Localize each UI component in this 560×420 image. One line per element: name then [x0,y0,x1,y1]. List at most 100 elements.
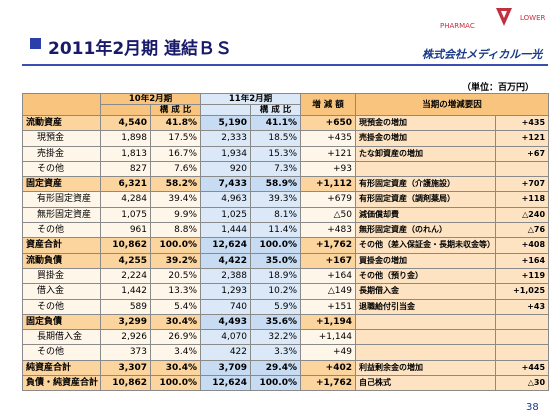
cell: 30.4% [150,359,201,377]
table-row: 固定資産 6,321 58.2% 7,433 58.9% +1,112 有形固定資産（介護施… [22,176,550,193]
cell: 5.9% [250,298,301,315]
cell: +1,144 [300,329,356,346]
cell: 8.1% [250,206,301,224]
cell: 1,813 [100,145,151,162]
cell: 1,442 [100,283,151,300]
cell: 3,709 [200,359,251,377]
cell: 16.7% [150,145,201,162]
cell: 有形固定資産（介護施設） [355,176,496,193]
cell: 1,898 [100,130,151,147]
col-header: 増 減 額 [300,93,356,116]
slide-title: 2011年2月期 連結ＢＳ [48,39,233,59]
cell: 422 [200,344,251,361]
cell: その他（預り金） [355,267,496,285]
cell: +164 [300,267,356,285]
page-number: 38 [526,402,539,413]
cell: 373 [100,344,151,361]
cell: その他（差入保証金・長期未収金等） [355,237,496,254]
cell: 15.3% [250,145,301,162]
cell: +402 [300,359,356,377]
col-header: 構 成 比 [250,104,301,116]
cell: 負債・純資産合計 [22,375,101,392]
cell: 100.0% [150,375,201,392]
cell: 利益剰余金の増加 [355,359,496,377]
cell: △149 [300,283,356,300]
cell: 流動資産 [22,114,101,132]
corner [22,93,101,116]
cell: +67 [494,145,550,162]
cell: +164 [494,252,550,269]
cell: +121 [494,130,550,147]
table-row: 借入金 1,442 13.3% 1,293 10.2% △149 長期借入金 +1,025 [22,283,550,300]
cell: △50 [300,206,356,224]
cell: 1,025 [200,206,251,224]
cell: 32.2% [250,329,301,346]
cell: 1,293 [200,283,251,300]
cell: 長期借入金 [355,283,496,300]
cell [494,344,550,361]
cell: 借入金 [22,283,101,300]
cell: 流動負債 [22,252,101,269]
cell: 10,862 [100,237,151,254]
cell: +435 [494,114,550,132]
cell: 固定資産 [22,176,101,193]
cell: 7.3% [250,160,301,178]
table-row: その他 961 8.8% 1,444 11.4% +483 無形固定資産（のれん） △76 [22,222,550,239]
table-row: 負債・純資産合計 10,862 100.0% 12,624 100.0% +1,762 自己… [22,375,550,392]
table-row: 流動負債 4,255 39.2% 4,422 35.0% +167 買掛金の増加 +164 [22,252,550,269]
cell: 30.4% [150,313,201,331]
cell: 無形固定資産（のれん） [355,222,496,239]
cell: 10,862 [100,375,151,392]
cell: 現預金の増加 [355,114,496,132]
cell: その他 [22,222,101,239]
cell: 58.9% [250,176,301,193]
cell [355,344,496,361]
cell: 5.4% [150,298,201,315]
cell: 41.1% [250,114,301,132]
col-header [100,104,151,116]
cell: +121 [300,145,356,162]
table-row: 有形固定資産 4,284 39.4% 4,963 39.3% +679 有形固定資産（調剤薬… [22,191,550,208]
logo-text: LOWER [520,14,546,22]
cell: 20.5% [150,267,201,285]
cell: +445 [494,359,550,377]
cell: 3,299 [100,313,151,331]
cell: +435 [300,130,356,147]
cell: 26.9% [150,329,201,346]
unit-note: （単位：百万円） [462,83,535,93]
cell: +118 [494,191,550,208]
col-header: 当期の増減要因 [354,93,550,116]
cell: 7.6% [150,160,201,178]
table-row: 純資産合計 3,307 30.4% 3,709 29.4% +402 利益剰余金の増加 +44… [22,359,550,377]
cell: 11.4% [250,222,301,239]
table-row: 資産合計 10,862 100.0% 12,624 100.0% +1,762 その他（差入… [22,237,550,254]
cell: 無形固定資産 [22,206,101,224]
table-row: 買掛金 2,224 20.5% 2,388 18.9% +164 その他（預り金） +119 [22,267,550,285]
cell: +93 [300,160,356,178]
cell: 7,433 [200,176,251,193]
cell: 現預金 [22,130,101,147]
cell: 自己株式 [355,375,496,392]
cell: +43 [494,298,550,315]
cell: 17.5% [150,130,201,147]
cell [494,329,550,346]
cell: +119 [494,267,550,285]
cell: +1,025 [494,283,550,300]
cell: 6,321 [100,176,151,193]
cell: 39.2% [150,252,201,269]
title-rule [22,64,548,66]
cell: 売掛金 [22,145,101,162]
cell: 4,422 [200,252,251,269]
cell: 2,926 [100,329,151,346]
cell: 100.0% [250,375,301,392]
cell: たな卸資産の増加 [355,145,496,162]
cell: 3.4% [150,344,201,361]
cell: 4,963 [200,191,251,208]
bullet [30,38,41,49]
cell: 固定負債 [22,313,101,331]
table-row: 流動資産 4,540 41.8% 5,190 41.1% +650 現預金の増加 +435 [22,114,550,132]
cell: 4,493 [200,313,251,331]
cell: 13.3% [150,283,201,300]
cell: 2,333 [200,130,251,147]
cell: +483 [300,222,356,239]
